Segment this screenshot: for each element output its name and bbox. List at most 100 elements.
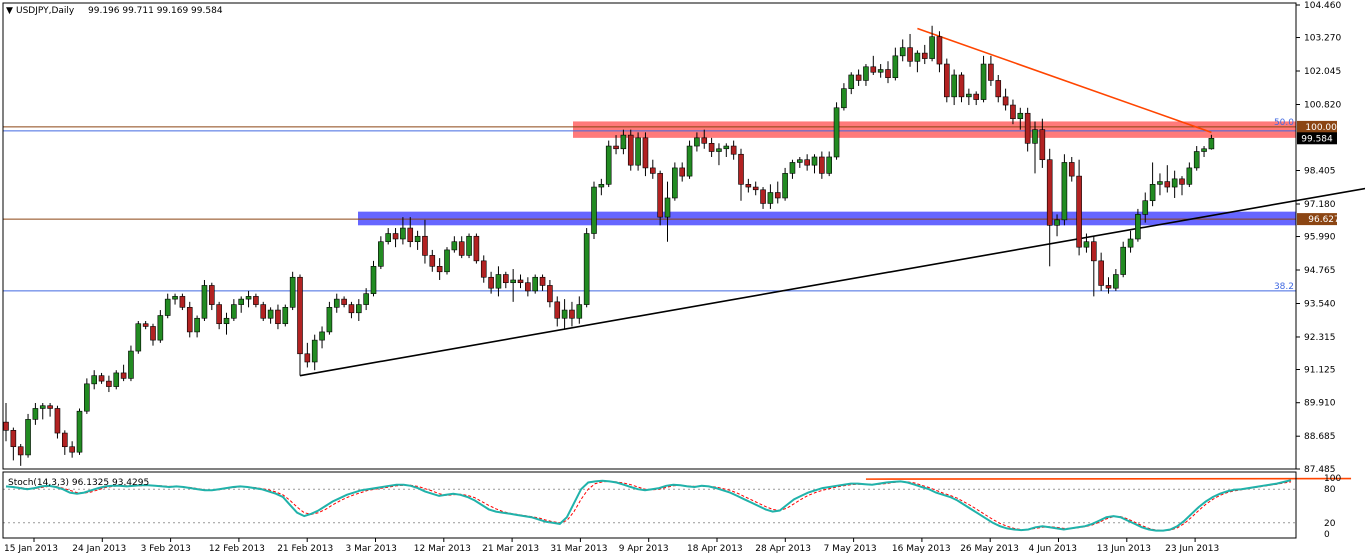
candle-bull <box>84 383 90 412</box>
y-tick-label: 95.990 <box>1304 233 1336 243</box>
x-tick-label: 28 Apr 2013 <box>755 544 811 554</box>
candle-bull <box>583 233 590 305</box>
level-price-tag <box>1297 120 1337 133</box>
candle-bull <box>414 235 421 243</box>
candle-bear <box>17 446 24 456</box>
candle-bull <box>245 296 252 300</box>
candle-bear <box>61 432 68 448</box>
candle-bull <box>267 309 274 319</box>
candle-bull <box>363 293 369 305</box>
candle-bear <box>502 274 509 284</box>
candle-bull <box>966 93 972 98</box>
candle-bull <box>1083 241 1090 248</box>
candle-bull <box>686 145 693 177</box>
x-tick-label: 21 Mar 2013 <box>482 544 539 554</box>
x-tick-label: 21 Feb 2013 <box>277 544 333 554</box>
candle-bear <box>943 63 950 98</box>
ohlc-header: 99.196 99.711 99.169 99.584 <box>88 6 223 16</box>
candle-bear <box>752 186 759 191</box>
candle-bull <box>289 276 296 308</box>
candle-bull <box>561 309 568 319</box>
candle-bull <box>495 274 502 289</box>
candle-bull <box>1142 200 1149 215</box>
y-tick-label: 102.045 <box>1304 67 1341 77</box>
candle-bull <box>25 419 31 456</box>
candle-bull <box>1135 214 1141 240</box>
candle-bull <box>1113 274 1119 289</box>
candle-bear <box>10 430 17 448</box>
candle-bear <box>186 307 193 333</box>
candle-bull <box>591 186 597 234</box>
candle-bull <box>598 184 605 188</box>
candle-bear <box>407 227 414 243</box>
candle-bull <box>128 350 134 379</box>
candle-bear <box>988 63 994 81</box>
candle-bull <box>76 410 83 453</box>
candle-bear <box>679 167 686 177</box>
candle-bull <box>231 304 237 319</box>
candle-bull <box>326 307 333 333</box>
y-tick-label: 98.405 <box>1304 167 1336 177</box>
candle-bear <box>657 173 663 218</box>
x-tick-label: 24 Jan 2013 <box>72 544 126 554</box>
candle-bull <box>576 304 583 319</box>
candle-bear <box>209 285 215 305</box>
x-tick-label: 15 Jan 2013 <box>4 544 58 554</box>
level-price-tag <box>1297 213 1337 226</box>
candle-bull <box>694 137 700 147</box>
candle-bear <box>47 405 53 409</box>
chart-title: USDJPY,Daily <box>16 6 75 16</box>
candle-bull <box>1127 238 1134 248</box>
candle-bull <box>1171 178 1178 188</box>
candle-bull <box>1032 129 1038 144</box>
candle-bear <box>458 241 465 256</box>
y-tick-label: 91.125 <box>1304 366 1336 376</box>
candle-bull <box>238 298 244 305</box>
candle-bear <box>642 137 649 169</box>
candle-bull <box>892 55 899 79</box>
fib-level-label: 38.2 <box>1274 282 1294 292</box>
candle-bull <box>664 197 671 218</box>
candle-bear <box>392 233 399 240</box>
candle-bull <box>355 304 362 314</box>
candle-bull <box>223 317 230 325</box>
stoch-label: Stoch(14,3,3) 96.1325 93.4295 <box>8 478 149 488</box>
candle-bear <box>819 156 825 174</box>
candle-bull <box>1149 184 1156 202</box>
candle-bear <box>120 372 127 379</box>
x-tick-label: 18 Apr 2013 <box>687 544 743 554</box>
candle-bear <box>1179 178 1185 185</box>
y-tick-label: 87.485 <box>1304 465 1336 475</box>
candle-bull <box>605 145 612 185</box>
x-tick-label: 16 May 2013 <box>892 544 951 554</box>
candle-bear <box>275 309 281 325</box>
candle-bull <box>172 296 178 300</box>
candle-bull <box>833 107 840 158</box>
candle-bull <box>164 298 171 316</box>
candle-bear <box>3 421 9 431</box>
candle-bull <box>796 159 803 163</box>
candle-bear <box>701 137 708 144</box>
candle-bear <box>1046 159 1053 226</box>
candle-bull <box>899 47 906 57</box>
candle-bull <box>157 315 164 341</box>
y-tick-label: 94.765 <box>1304 266 1336 276</box>
candle-bear <box>907 47 913 62</box>
stoch-tick-label: 80 <box>1324 485 1336 495</box>
candle-bull <box>32 408 39 420</box>
candle-bear <box>1091 241 1097 262</box>
candle-bull <box>951 74 957 98</box>
level-price-label: 96.627 <box>1308 215 1340 225</box>
candle-bear <box>649 167 656 174</box>
resistance-trendline <box>917 27 1212 134</box>
candle-bear <box>106 380 112 387</box>
y-tick-label: 93.540 <box>1304 299 1336 309</box>
candle-bear <box>1024 112 1031 144</box>
stoch-main-line <box>5 479 1292 532</box>
candle-bull <box>877 69 884 73</box>
y-tick-label: 97.180 <box>1304 200 1336 210</box>
chart-menu-arrow[interactable]: ▼ <box>6 6 13 16</box>
candle-bear <box>539 276 546 286</box>
candle-bear <box>1039 129 1046 161</box>
